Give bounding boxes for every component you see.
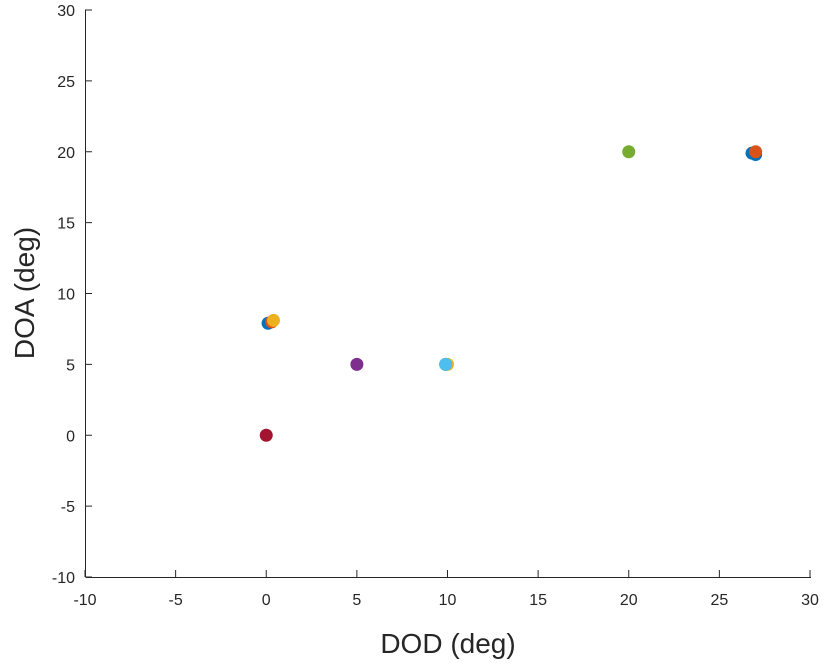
data-point [622,145,636,159]
y-tick-label: 20 [57,145,75,162]
y-tick-label: 10 [57,287,75,304]
data-point [259,428,273,442]
data-point [439,357,453,371]
data-point [267,313,280,327]
y-axis-ticks: -10 -5 0 5 10 15 20 25 30 [52,3,92,587]
x-tick-label: 30 [801,592,819,609]
y-axis-label: DOA (deg) [9,227,40,359]
x-tick-label: 5 [352,592,361,609]
x-tick-label: 25 [710,592,728,609]
data-point [749,145,763,159]
x-tick-label: 10 [439,592,457,609]
y-tick-label: 30 [57,3,75,20]
x-axis-label: DOD (deg) [380,628,515,659]
y-tick-label: 25 [57,74,75,91]
x-tick-label: -5 [169,592,183,609]
y-tick-label: -5 [61,499,75,516]
x-tick-label: 0 [262,592,271,609]
x-axis-ticks: -10 -5 0 5 10 15 20 25 30 [73,570,819,609]
y-tick-label: -10 [52,570,75,587]
y-tick-label: 5 [66,357,75,374]
y-tick-label: 0 [66,428,75,445]
x-tick-label: -10 [73,592,96,609]
y-tick-label: 15 [57,216,75,233]
data-point [350,357,364,371]
x-tick-label: 15 [529,592,547,609]
data-points [259,145,763,442]
x-tick-label: 20 [620,592,638,609]
